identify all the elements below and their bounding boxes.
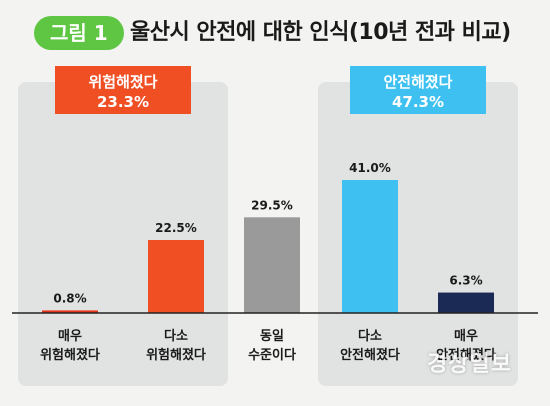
bar-value-label-2: 29.5%: [251, 198, 293, 212]
bar-value-label-1: 22.5%: [155, 221, 197, 235]
category-label-0-line-0: 매우: [58, 329, 82, 344]
group-label-0: 위험해졌다: [88, 73, 157, 91]
category-label-1-line-0: 다소: [164, 328, 188, 344]
group-value-1: 47.3%: [392, 93, 444, 111]
bar-value-label-0: 0.8%: [53, 291, 86, 305]
category-label-1-line-1: 위험해졌다: [146, 347, 206, 363]
category-label-3-line-0: 다소: [358, 328, 382, 344]
category-label-4-line-1: 안전해졌다: [436, 347, 496, 363]
category-label-2-line-1: 수준이다: [248, 347, 296, 363]
category-label-2-line-0: 동일: [260, 329, 284, 344]
category-label-0-line-1: 위험해졌다: [40, 347, 100, 363]
group-label-box-1: [350, 66, 486, 114]
category-label-4-line-0: 매우: [454, 329, 478, 344]
group-value-0: 23.3%: [97, 93, 149, 111]
figure-badge: 그림 1: [34, 16, 124, 50]
bar-0: [42, 310, 98, 313]
bar-2: [244, 217, 300, 313]
title-row: 그림 1 울산시 안전에 대한 인식(10년 전과 비교): [12, 14, 542, 54]
group-label-box-0: [55, 66, 191, 114]
chart-title: 울산시 안전에 대한 인식(10년 전과 비교): [130, 20, 511, 45]
category-label-3-line-1: 안전해졌다: [340, 347, 400, 363]
bar-value-label-4: 6.3%: [449, 274, 482, 288]
group-label-1: 안전해졌다: [383, 73, 452, 91]
bar-4: [438, 292, 494, 313]
watermark: 경상일보: [427, 352, 512, 377]
bar-3: [342, 180, 398, 313]
bar-value-label-3: 41.0%: [349, 161, 391, 175]
bar-1: [148, 240, 204, 313]
